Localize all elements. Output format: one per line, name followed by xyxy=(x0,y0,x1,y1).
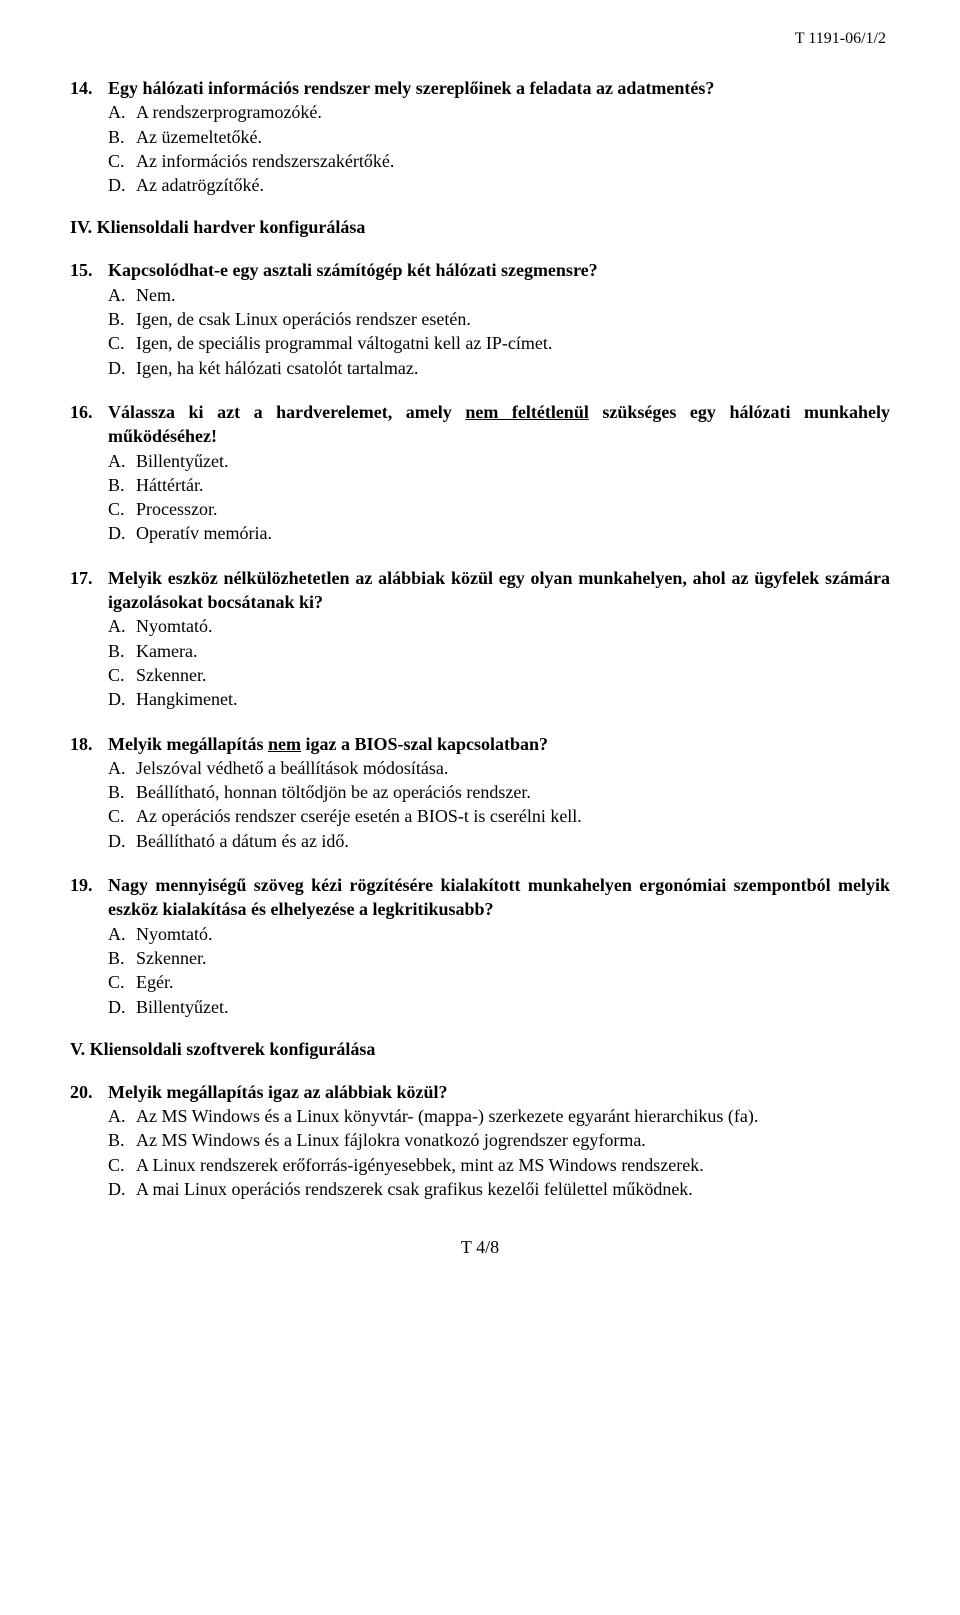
q16-text-pre: Válassza ki azt a hardverelemet, amely xyxy=(108,402,465,422)
q15-opt-d: Igen, ha két hálózati csatolót tartalmaz… xyxy=(136,356,890,380)
option-letter: D. xyxy=(108,356,136,380)
q20-text: Melyik megállapítás igaz az alábbiak köz… xyxy=(108,1080,890,1104)
q14-opt-c: Az információs rendszerszakértőké. xyxy=(136,149,890,173)
question-20: 20. Melyik megállapítás igaz az alábbiak… xyxy=(70,1080,890,1201)
q17-opt-c: Szkenner. xyxy=(136,663,890,687)
q17-opt-d: Hangkimenet. xyxy=(136,687,890,711)
option-letter: D. xyxy=(108,1177,136,1201)
option-letter: C. xyxy=(108,331,136,355)
q15-opt-a: Nem. xyxy=(136,283,890,307)
option-letter: A. xyxy=(108,1104,136,1128)
option-letter: B. xyxy=(108,125,136,149)
option-letter: B. xyxy=(108,473,136,497)
q15-number: 15. xyxy=(70,258,108,282)
q16-opt-a: Billentyűzet. xyxy=(136,449,890,473)
page-footer: T 4/8 xyxy=(70,1237,890,1258)
q15-opt-b: Igen, de csak Linux operációs rendszer e… xyxy=(136,307,890,331)
option-letter: B. xyxy=(108,307,136,331)
q14-text: Egy hálózati információs rendszer mely s… xyxy=(108,76,890,100)
question-15: 15. Kapcsolódhat-e egy asztali számítógé… xyxy=(70,258,890,379)
q20-opt-b: Az MS Windows és a Linux fájlokra vonatk… xyxy=(136,1128,890,1152)
q16-opt-d: Operatív memória. xyxy=(136,521,890,545)
question-18: 18. Melyik megállapítás nem igaz a BIOS-… xyxy=(70,732,890,853)
option-letter: D. xyxy=(108,687,136,711)
section-5-heading: V. Kliensoldali szoftverek konfigurálása xyxy=(70,1039,890,1060)
option-letter: C. xyxy=(108,663,136,687)
q16-opt-c: Processzor. xyxy=(136,497,890,521)
q14-opt-a: A rendszerprogramozóké. xyxy=(136,100,890,124)
section-4-heading: IV. Kliensoldali hardver konfigurálása xyxy=(70,217,890,238)
q19-opt-a: Nyomtató. xyxy=(136,922,890,946)
option-letter: A. xyxy=(108,283,136,307)
q19-text: Nagy mennyiségű szöveg kézi rögzítésére … xyxy=(108,873,890,922)
q14-opt-b: Az üzemeltetőké. xyxy=(136,125,890,149)
option-letter: C. xyxy=(108,497,136,521)
q15-text: Kapcsolódhat-e egy asztali számítógép ké… xyxy=(108,258,890,282)
option-letter: A. xyxy=(108,614,136,638)
option-letter: A. xyxy=(108,756,136,780)
option-letter: B. xyxy=(108,1128,136,1152)
option-letter: A. xyxy=(108,922,136,946)
q20-opt-c: A Linux rendszerek erőforrás-igényesebbe… xyxy=(136,1153,890,1177)
option-letter: B. xyxy=(108,639,136,663)
option-letter: A. xyxy=(108,100,136,124)
q15-opt-c: Igen, de speciális programmal váltogatni… xyxy=(136,331,890,355)
document-page: T 1191-06/1/2 14. Egy hálózati informáci… xyxy=(0,0,960,1298)
q16-opt-b: Háttértár. xyxy=(136,473,890,497)
q18-opt-d: Beállítható a dátum és az idő. xyxy=(136,829,890,853)
q16-text-underlined: nem feltétlenül xyxy=(465,402,589,422)
q19-opt-b: Szkenner. xyxy=(136,946,890,970)
question-16: 16. Válassza ki azt a hardverelemet, ame… xyxy=(70,400,890,546)
option-letter: D. xyxy=(108,829,136,853)
option-letter: A. xyxy=(108,449,136,473)
question-14: 14. Egy hálózati információs rendszer me… xyxy=(70,76,890,197)
q16-text: Válassza ki azt a hardverelemet, amely n… xyxy=(108,400,890,449)
q19-opt-c: Egér. xyxy=(136,970,890,994)
q18-text-underlined: nem xyxy=(268,734,301,754)
option-letter: B. xyxy=(108,946,136,970)
header-code: T 1191-06/1/2 xyxy=(70,30,890,48)
option-letter: D. xyxy=(108,173,136,197)
q18-opt-a: Jelszóval védhető a beállítások módosítá… xyxy=(136,756,890,780)
question-19: 19. Nagy mennyiségű szöveg kézi rögzítés… xyxy=(70,873,890,1019)
q18-text-post: igaz a BIOS-szal kapcsolatban? xyxy=(301,734,548,754)
q19-opt-d: Billentyűzet. xyxy=(136,995,890,1019)
q16-number: 16. xyxy=(70,400,108,449)
q18-text-pre: Melyik megállapítás xyxy=(108,734,268,754)
option-letter: C. xyxy=(108,804,136,828)
q20-opt-d: A mai Linux operációs rendszerek csak gr… xyxy=(136,1177,890,1201)
q20-opt-a: Az MS Windows és a Linux könyvtár- (mapp… xyxy=(136,1104,890,1128)
q18-opt-b: Beállítható, honnan töltődjön be az oper… xyxy=(136,780,890,804)
option-letter: D. xyxy=(108,521,136,545)
q17-text: Melyik eszköz nélkülözhetetlen az alábbi… xyxy=(108,566,890,615)
q18-opt-c: Az operációs rendszer cseréje esetén a B… xyxy=(136,804,890,828)
q20-number: 20. xyxy=(70,1080,108,1104)
option-letter: C. xyxy=(108,970,136,994)
option-letter: C. xyxy=(108,149,136,173)
q17-number: 17. xyxy=(70,566,108,615)
q18-text: Melyik megállapítás nem igaz a BIOS-szal… xyxy=(108,732,890,756)
q14-number: 14. xyxy=(70,76,108,100)
option-letter: B. xyxy=(108,780,136,804)
q19-number: 19. xyxy=(70,873,108,922)
q17-opt-a: Nyomtató. xyxy=(136,614,890,638)
option-letter: C. xyxy=(108,1153,136,1177)
question-17: 17. Melyik eszköz nélkülözhetetlen az al… xyxy=(70,566,890,712)
option-letter: D. xyxy=(108,995,136,1019)
q14-opt-d: Az adatrögzítőké. xyxy=(136,173,890,197)
q18-number: 18. xyxy=(70,732,108,756)
q17-opt-b: Kamera. xyxy=(136,639,890,663)
